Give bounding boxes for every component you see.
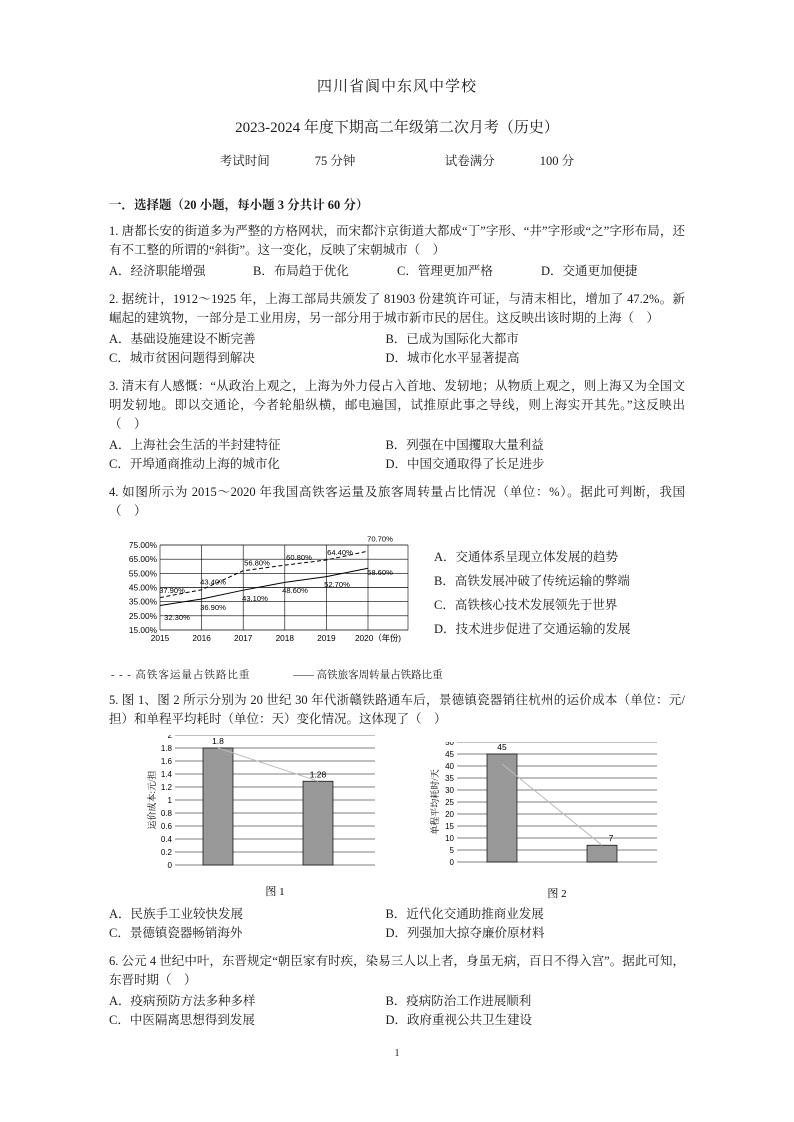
svg-text:运价成本:元/担: 运价成本:元/担 — [146, 770, 157, 829]
svg-text:2: 2 — [168, 735, 173, 740]
svg-text:图 2: 图 2 — [547, 887, 566, 900]
svg-text:25: 25 — [445, 798, 454, 807]
svg-text:48.60%: 48.60% — [282, 586, 308, 595]
svg-text:50: 50 — [445, 742, 454, 747]
svg-text:35.00%: 35.00% — [129, 597, 158, 607]
svg-text:45: 45 — [445, 750, 454, 759]
svg-text:58.60%: 58.60% — [367, 568, 393, 577]
svg-text:0.4: 0.4 — [161, 835, 173, 844]
svg-text:36.90%: 36.90% — [200, 603, 226, 612]
svg-text:32.30%: 32.30% — [164, 613, 190, 622]
svg-text:43.10%: 43.10% — [242, 594, 268, 603]
svg-text:52.70%: 52.70% — [324, 580, 350, 589]
svg-text:1.4: 1.4 — [161, 770, 173, 779]
svg-text:60.80%: 60.80% — [286, 553, 312, 562]
svg-text:43.40%: 43.40% — [200, 578, 226, 587]
svg-text:56.80%: 56.80% — [244, 559, 270, 568]
svg-text:2019: 2019 — [317, 633, 336, 643]
svg-text:37.90%: 37.90% — [159, 586, 185, 595]
svg-text:图 1: 图 1 — [265, 885, 284, 898]
svg-text:单程平均耗时/天: 单程平均耗时/天 — [429, 769, 440, 835]
svg-text:7: 7 — [609, 833, 614, 843]
svg-text:0: 0 — [450, 858, 455, 867]
svg-text:65.00%: 65.00% — [129, 554, 158, 564]
svg-text:1.2: 1.2 — [161, 783, 173, 792]
svg-text:0.8: 0.8 — [161, 809, 173, 818]
svg-text:70.70%: 70.70% — [367, 535, 393, 544]
svg-text:1.8: 1.8 — [212, 736, 224, 746]
svg-text:2018: 2018 — [276, 633, 295, 643]
svg-text:1.28: 1.28 — [310, 770, 327, 780]
svg-text:2020（年份): 2020（年份) — [355, 633, 401, 643]
svg-text:40: 40 — [445, 762, 454, 771]
svg-text:5: 5 — [450, 846, 455, 855]
svg-text:45: 45 — [497, 742, 507, 752]
svg-text:0.6: 0.6 — [161, 822, 173, 831]
svg-text:75.00%: 75.00% — [129, 540, 158, 550]
svg-text:2016: 2016 — [192, 633, 211, 643]
svg-text:0: 0 — [168, 861, 173, 870]
svg-text:45.00%: 45.00% — [129, 583, 158, 593]
svg-text:30: 30 — [445, 786, 454, 795]
svg-text:1: 1 — [168, 796, 173, 805]
svg-text:55.00%: 55.00% — [129, 568, 158, 578]
svg-text:64.40%: 64.40% — [327, 548, 353, 557]
svg-text:0.2: 0.2 — [161, 848, 173, 857]
svg-text:20: 20 — [445, 810, 454, 819]
svg-text:25.00%: 25.00% — [129, 611, 158, 621]
svg-text:2017: 2017 — [234, 633, 253, 643]
svg-text:35: 35 — [445, 774, 454, 783]
svg-text:10: 10 — [445, 834, 454, 843]
svg-text:15: 15 — [445, 822, 454, 831]
svg-text:2015: 2015 — [151, 633, 170, 643]
svg-text:1.6: 1.6 — [161, 757, 173, 766]
svg-text:1.8: 1.8 — [161, 744, 173, 753]
